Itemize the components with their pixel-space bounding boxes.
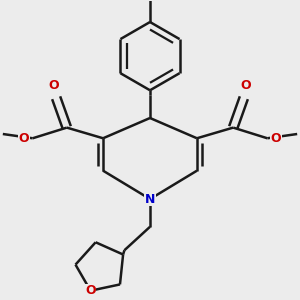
Text: O: O	[19, 132, 29, 145]
Text: N: N	[145, 193, 155, 206]
Text: O: O	[49, 79, 59, 92]
Text: O: O	[241, 79, 251, 92]
Text: O: O	[271, 132, 281, 145]
Text: O: O	[85, 284, 96, 297]
